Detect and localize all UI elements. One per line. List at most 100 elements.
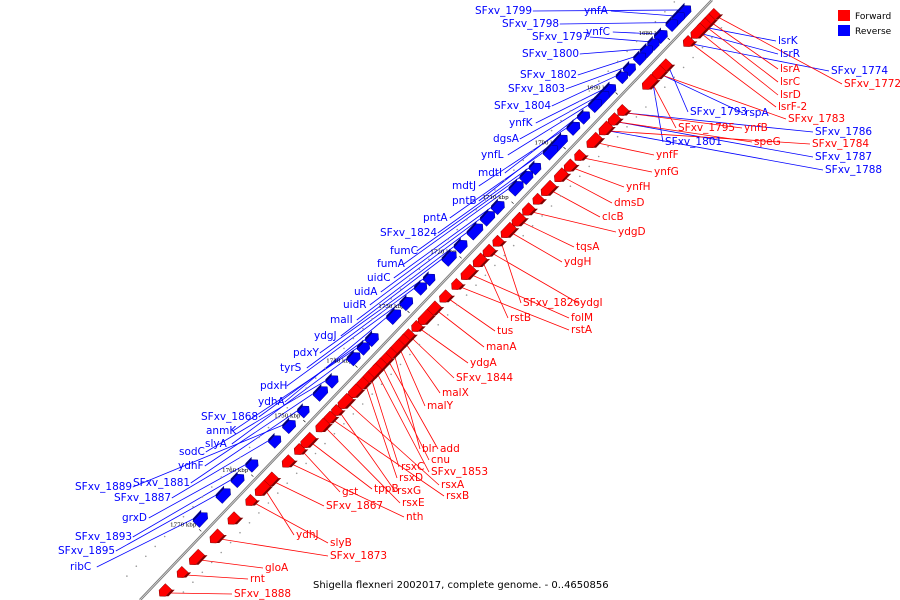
legend-reverse-swatch [838, 25, 850, 36]
reverse-connector [478, 125, 571, 187]
forward-connector [311, 442, 373, 490]
reverse-gene [356, 342, 370, 356]
forward-gene [482, 243, 496, 257]
reverse-connector [393, 204, 495, 279]
forward-connector [333, 419, 445, 497]
gene-label-sfxv-1893: SFxv_1893 [75, 531, 132, 543]
scale-dot [456, 304, 458, 306]
reverse-gene [542, 145, 559, 161]
gene-shadow [337, 410, 346, 416]
scale-dot [220, 551, 222, 554]
forward-connector [388, 361, 439, 450]
gene-shadow [399, 294, 407, 305]
scale-dot [711, 36, 713, 39]
forward-gene [451, 277, 464, 290]
forward-connector [448, 298, 496, 332]
forward-gene [690, 22, 707, 39]
gene-shadow [491, 198, 498, 209]
gene-shadow [423, 271, 429, 280]
gene-label-sfxv-1802: SFxv_1802 [520, 69, 577, 81]
scale-dot [380, 383, 383, 386]
scale-dot [324, 367, 326, 370]
scale-dot [286, 407, 289, 409]
reverse-gene [632, 52, 647, 66]
gene-shadow [647, 36, 653, 45]
scale-dot [248, 446, 251, 449]
reverse-gene [312, 386, 329, 402]
scale-dot [229, 466, 232, 469]
gene-shadow [346, 349, 354, 360]
scale-dot [239, 531, 241, 534]
scale-dot [465, 294, 468, 296]
scale-dot [598, 80, 600, 82]
gene-label-maly: malY [427, 400, 454, 412]
scale-dot [720, 27, 723, 29]
scale-dot [579, 175, 581, 178]
reverse-gene [576, 111, 591, 125]
reverse-connector [190, 408, 301, 484]
reverse-connector [115, 492, 221, 552]
forward-connector [609, 130, 811, 145]
tick-label: 1740 kbp [326, 359, 353, 365]
gene-label-sfxv-1786: SFxv_1786 [815, 126, 872, 138]
scale-dot [550, 205, 553, 207]
scale-dot [380, 308, 383, 310]
scale-dot [645, 106, 647, 108]
reverse-connector [286, 300, 404, 387]
forward-connector [274, 481, 325, 507]
gene-label-mdtj: mdtJ [452, 180, 476, 192]
gene-shadow [192, 509, 202, 522]
gene-shadow [594, 88, 603, 101]
scale-dot [248, 522, 251, 524]
forward-gene [417, 308, 434, 325]
gene-label-sfxv-1798: SFxv_1798 [502, 18, 559, 30]
gene-shadow [458, 284, 466, 290]
forward-connector [652, 84, 677, 129]
gene-label-rsta: rstA [571, 324, 593, 336]
reverse-connector [319, 276, 427, 354]
scale-dot [418, 343, 421, 346]
forward-gene [472, 252, 488, 268]
scale-dot [664, 11, 666, 13]
scale-dot [371, 317, 374, 320]
gene-shadow [480, 208, 489, 221]
reverse-connector [403, 185, 514, 265]
gene-label-rsxd: rsxD [399, 472, 423, 484]
gene-label-ribc: ribC [70, 561, 91, 573]
forward-connector [482, 262, 509, 319]
scale-dot [513, 169, 515, 171]
scale-dot [267, 426, 270, 429]
gene-shadow [518, 218, 529, 227]
forward-connector [717, 16, 843, 85]
scale-dot [635, 40, 638, 43]
scale-dot [390, 373, 392, 376]
gene-label-lsra: lsrA [780, 63, 801, 75]
reverse-connector [589, 36, 651, 43]
gene-shadow [183, 572, 192, 578]
scale-dot [277, 416, 279, 419]
reverse-gene [346, 352, 361, 367]
scale-dot [286, 482, 289, 485]
gene-label-tus: tus [497, 325, 513, 337]
tick-mark [303, 419, 306, 423]
gene-shadow [715, 14, 724, 20]
scale-dot [626, 50, 628, 53]
gene-label-sfxv-1772: SFxv_1772 [844, 78, 900, 90]
gene-label-sfxv-1788: SFxv_1788 [825, 164, 882, 176]
reverse-connector [507, 102, 592, 156]
scale-dot [258, 512, 260, 514]
gene-shadow [165, 589, 175, 597]
reverse-gene [479, 211, 496, 227]
gene-label-tyrs: tyrS [280, 362, 302, 374]
gene-label-rstb: rstB [510, 312, 531, 324]
reverse-gene [385, 309, 402, 326]
scale-dot [267, 502, 270, 504]
scale-dot [494, 264, 496, 267]
tick-label: 1760 kbp [222, 468, 249, 474]
gene-label-add: add [440, 443, 460, 455]
gene-label-clcb: clcB [602, 211, 624, 223]
gene-label-sfxv-1844: SFxv_1844 [456, 372, 513, 384]
gene-label-uida: uidA [354, 286, 378, 298]
scale-dot [645, 30, 647, 33]
